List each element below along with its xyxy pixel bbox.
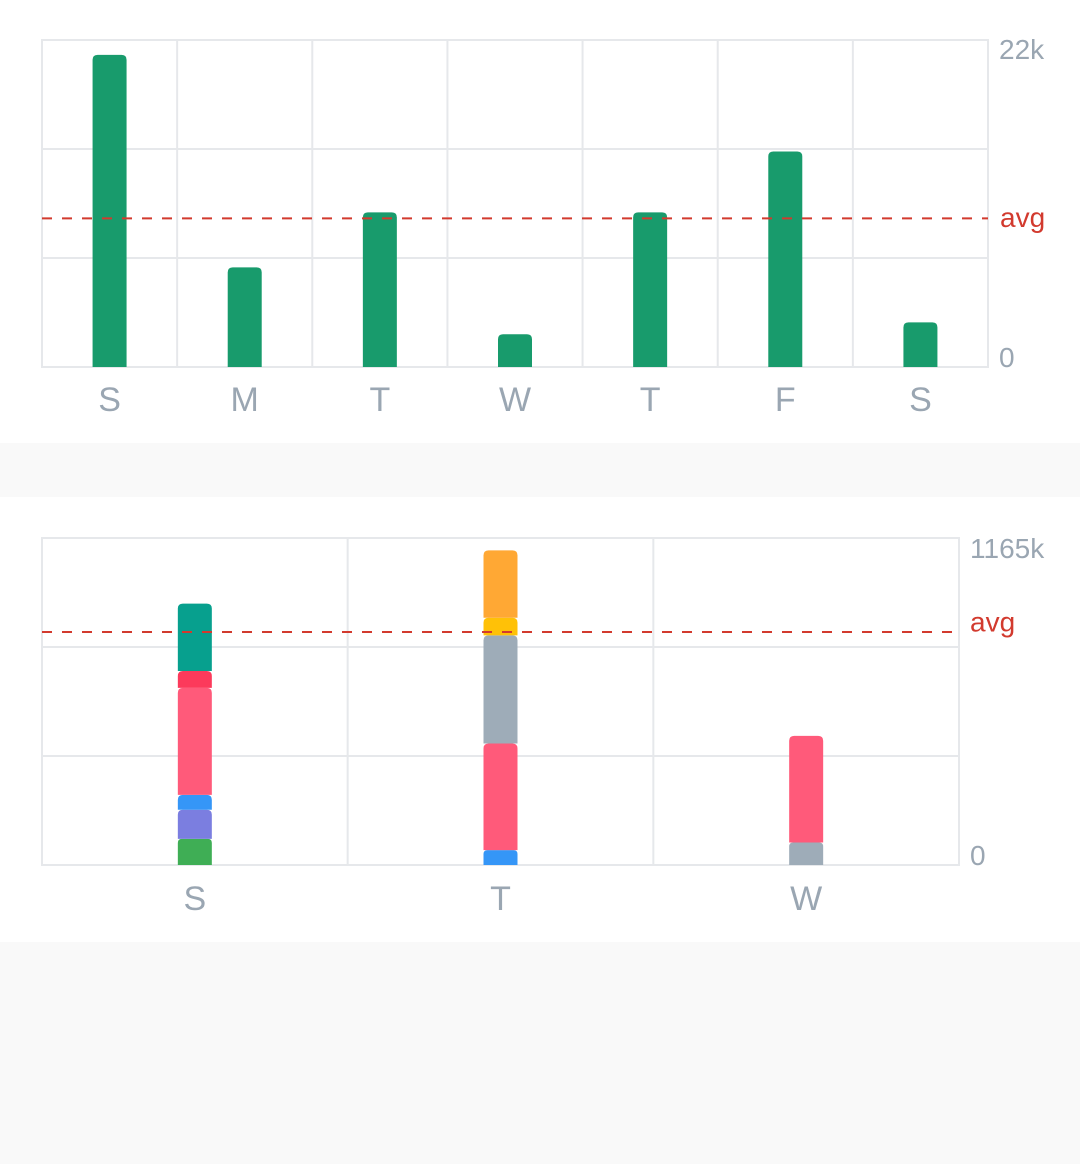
bar <box>903 322 938 367</box>
stacked-bar-segment <box>177 809 212 839</box>
x-tick-label: S <box>909 381 932 419</box>
x-tick-label: S <box>183 880 206 918</box>
bar <box>498 334 532 367</box>
x-tick-label: M <box>231 381 259 419</box>
bar <box>633 212 668 367</box>
y-tick-label-max: 1165k <box>970 533 1045 564</box>
stacked-bar-segment <box>789 735 824 843</box>
stacked-bar-segment <box>177 794 212 810</box>
stacked-bar-segment <box>177 687 212 795</box>
stacked-bar-segment <box>483 850 518 865</box>
x-tick-label: F <box>775 381 796 419</box>
stacked-bar-segment <box>483 550 518 618</box>
plot-frame <box>41 39 989 368</box>
bar <box>227 267 262 367</box>
x-tick-label: T <box>640 381 661 419</box>
stacked-bar-segment <box>483 635 518 744</box>
grid-lines <box>41 39 989 368</box>
y-tick-label-min: 0 <box>970 840 986 871</box>
x-tick-label: W <box>499 381 531 419</box>
x-tick-label: W <box>790 880 822 918</box>
stacked-bar-segment <box>177 603 212 672</box>
stacked-bar-segment <box>789 842 824 865</box>
y-tick-label-min: 0 <box>999 342 1015 373</box>
x-tick-label: T <box>490 880 511 918</box>
average-label: avg <box>1000 202 1045 233</box>
stacked-bar-segment <box>483 617 518 636</box>
stacked-bar-segment <box>177 838 212 865</box>
x-tick-label: S <box>98 381 121 419</box>
stacked-bar-segment <box>483 743 518 851</box>
y-tick-label-max: 22k <box>999 34 1045 65</box>
bar <box>768 151 803 367</box>
stacked-bar-segment <box>177 671 212 688</box>
x-tick-label: T <box>369 381 390 419</box>
average-label: avg <box>970 606 1015 637</box>
bar <box>362 212 397 367</box>
bar <box>92 54 127 367</box>
